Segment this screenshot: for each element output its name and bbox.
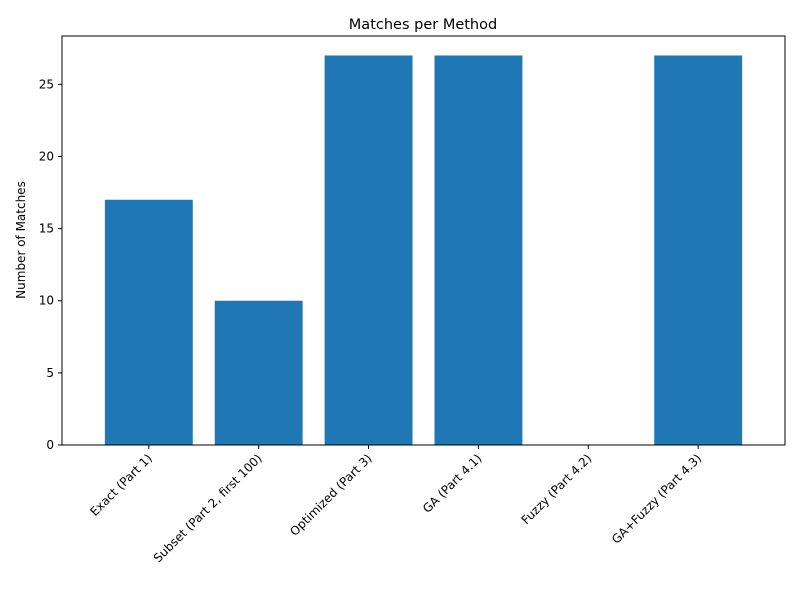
x-axis: Exact (Part 1)Subset (Part 2, first 100)…: [87, 445, 704, 565]
y-tick-label-3: 15: [39, 222, 54, 236]
y-axis: 0 5 10 15 20 25: [39, 77, 62, 452]
y-tick-label-2: 10: [39, 294, 54, 308]
x-tick-label-1: Subset (Part 2, first 100): [151, 451, 265, 565]
bar-5: [654, 55, 743, 445]
bars-group: [104, 55, 743, 445]
x-tick-label-2: Optimized (Part 3): [287, 451, 375, 539]
y-axis-label: Number of Matches: [14, 181, 28, 299]
x-tick-label-5: GA+Fuzzy (Part 4.3): [609, 451, 704, 546]
bar-3: [434, 55, 523, 445]
x-tick-label-3: GA (Part 4.1): [420, 451, 485, 516]
y-tick-label-5: 25: [39, 77, 54, 91]
x-tick-label-4: Fuzzy (Part 4.2): [519, 451, 595, 527]
y-tick-label-0: 0: [46, 438, 54, 452]
y-tick-label-4: 20: [39, 149, 54, 163]
bar-0: [104, 199, 193, 445]
bar-1: [214, 300, 303, 445]
y-tick-label-1: 5: [46, 366, 54, 380]
bar-2: [324, 55, 413, 445]
plot-frame: [61, 35, 786, 446]
chart-title: Matches per Method: [349, 17, 497, 33]
x-tick-label-0: Exact (Part 1): [87, 451, 155, 519]
